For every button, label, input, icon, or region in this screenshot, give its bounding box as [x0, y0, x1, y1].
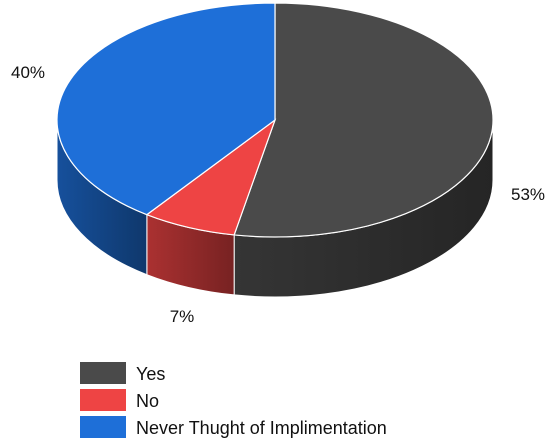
legend-swatch-never-thught-of-implimentation — [80, 416, 126, 438]
legend-label-never-thught-of-implimentation: Never Thught of Implimentation — [136, 418, 387, 438]
legend-label-no: No — [136, 391, 159, 411]
legend-swatch-yes — [80, 362, 126, 384]
pie-slice-yes — [233, 2, 494, 238]
pie-slice-never-thught-of-implimentation — [56, 2, 276, 216]
percent-label-no: 7% — [170, 307, 195, 326]
pie-percent-labels: 53% 7% 40% — [11, 63, 545, 326]
percent-label-yes: 53% — [511, 185, 545, 204]
pie-top-slices — [56, 2, 494, 238]
legend: Yes No Never Thught of Implimentation — [80, 362, 387, 438]
legend-label-yes: Yes — [136, 364, 165, 384]
percent-label-never-thught-of-implimentation: 40% — [11, 63, 45, 82]
legend-swatch-no — [80, 389, 126, 411]
